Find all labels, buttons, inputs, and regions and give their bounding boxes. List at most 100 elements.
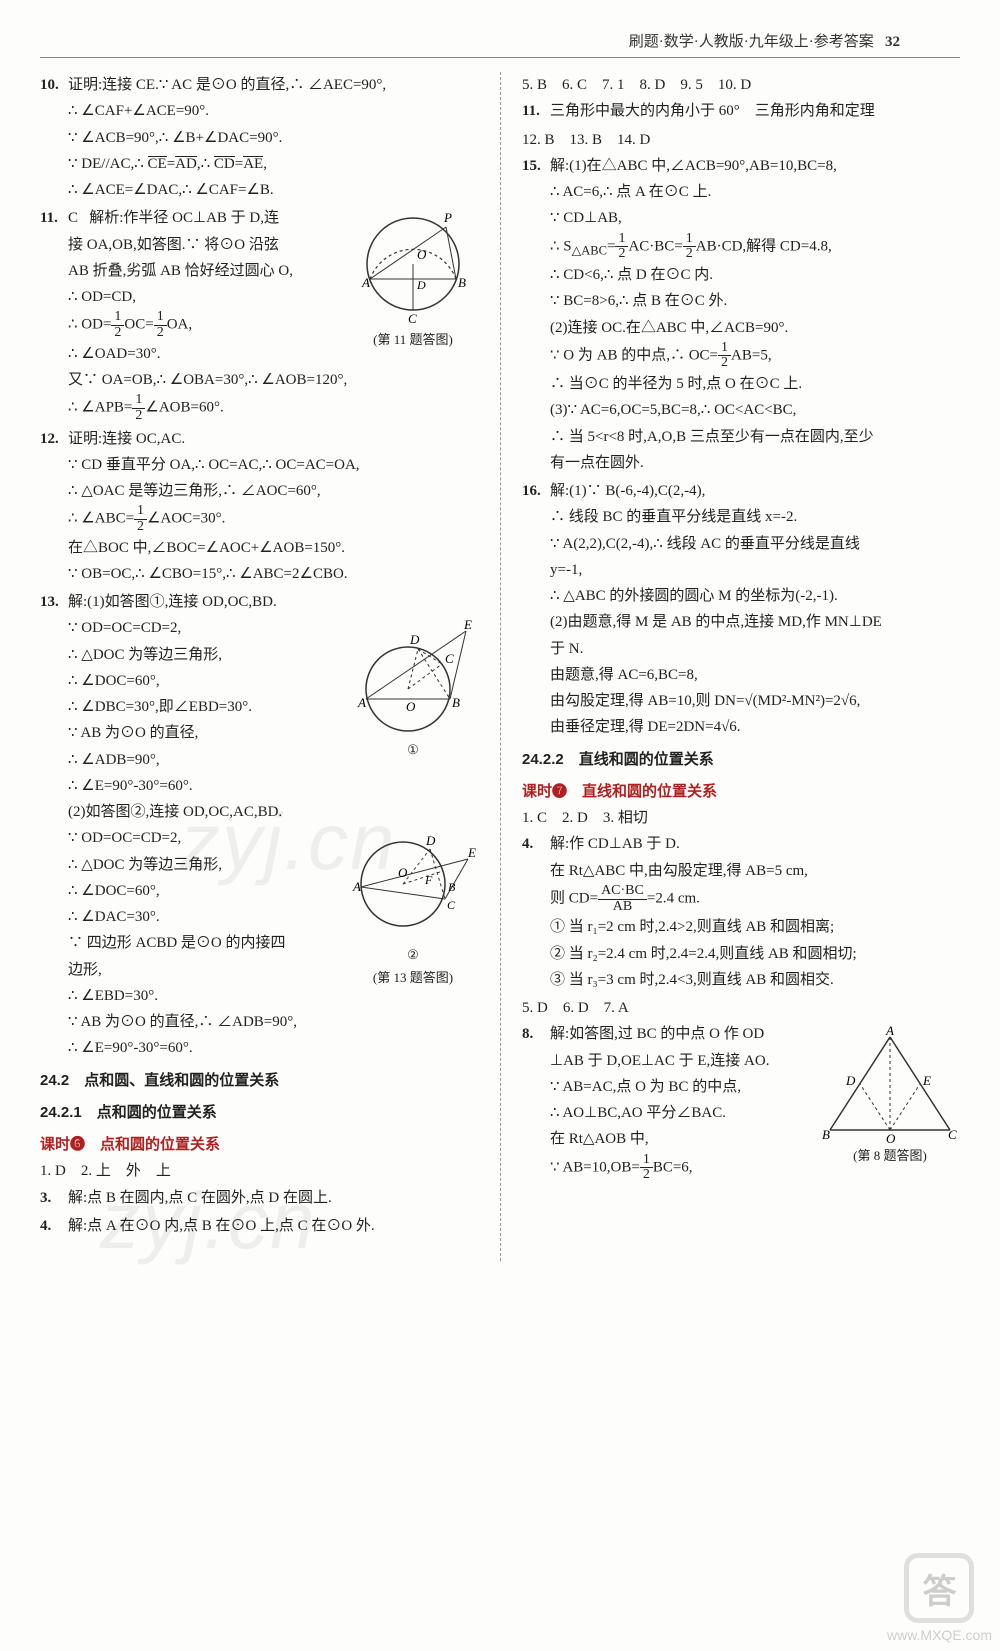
q12-l5: 在△BOC 中,∠BOC=∠AOC+∠AOB=150°. [68,535,478,561]
page: 刷题·数学·人教版·九年级上·参考答案 32 10. 证明:连接 CE.∵ AC… [0,0,1000,1651]
svg-text:A: A [357,695,366,710]
q13-svg1: E D C A O B [348,619,478,739]
badge-icon: 答 [904,1553,974,1623]
q15-l9: ∴ 当⊙C 的半径为 5 时,点 O 在⊙C 上. [550,371,960,397]
q15-l8: ∵ O 为 AB 的中点,∴ OC=12AB=5, [550,341,960,371]
q13-figcap: (第 13 题答图) [348,967,478,990]
q13-svg2: D E F A O B C [348,829,478,944]
q15-l4: ∴ S△ABC=12AC·BC=12AB·CD,解得 CD=4.8, [550,232,960,263]
q16-num: 16. [522,478,541,504]
q11-l8: ∴ ∠APB=12∠AOB=60°. [68,393,478,423]
q13-l18: ∴ ∠E=90°-30°=60°. [68,1035,478,1061]
svg-text:B: B [822,1127,830,1142]
q4-l5: ② 当 r₂=2.4 cm 时,2.4=2.4,则直线 AB 和圆相切; [550,941,960,967]
svg-text:D: D [409,632,420,647]
q4: 4. 解:作 CD⊥AB 于 D. 在 Rt△ABC 中,由勾股定理,得 AB=… [522,831,960,993]
q8-num: 8. [522,1021,533,1047]
q16-l1: 解:(1)∵ B(-6,-4),C(2,-4), [550,478,960,504]
section-24-2-1: 24.2.1 点和圆的位置关系 [40,1100,478,1126]
q10-l4: ∵ DE//AC,∴ CE=AD,∴ CD=AE, [68,151,478,177]
svg-text:B: B [458,275,466,290]
q15: 15. 解:(1)在△ABC 中,∠ACB=90°,AB=10,BC=8, ∴ … [522,153,960,476]
q13: 13. 解:(1)如答图①,连接 OD,OC,BD. E D [40,589,478,1062]
svg-text:D: D [845,1073,856,1088]
left-b4: 4. 解:点 A 在⊙O 内,点 B 在⊙O 上,点 C 在⊙O 外. [40,1213,478,1239]
q16: 16. 解:(1)∵ B(-6,-4),C(2,-4), ∴ 线段 BC 的垂直… [522,478,960,741]
q15-l5: ∴ CD<6,∴ 点 D 在⊙C 内. [550,262,960,288]
svg-text:D: D [425,833,436,848]
lesson-7: 课时❼ 直线和圆的位置关系 [522,779,960,805]
site-badge: 答 www.MXQE.com [887,1553,992,1643]
q12-l1: 证明:连接 OC,AC. [68,426,478,452]
column-divider [500,72,501,1261]
q10-l2: ∴ ∠CAF+∠ACE=90°. [68,98,478,124]
badge-site: www.MXQE.com [887,1627,992,1643]
q12-l6: ∵ OB=OC,∴ ∠CBO=15°,∴ ∠ABC=2∠CBO. [68,561,478,587]
svg-text:D: D [416,278,426,292]
page-header: 刷题·数学·人教版·九年级上·参考答案 32 [40,20,960,58]
q15-num: 15. [522,153,541,179]
q12-l4: ∴ ∠ABC=12∠AOC=30°. [68,504,478,534]
svg-text:E: E [467,845,476,860]
svg-text:B: B [448,880,456,894]
svg-text:P: P [443,210,452,225]
svg-text:O: O [398,865,408,880]
right-r1: 5. B 6. C 7. 1 8. D 9. 5 10. D [522,72,960,98]
svg-text:A: A [361,275,370,290]
svg-text:O: O [417,247,427,262]
q12-l2: ∵ CD 垂直平分 OA,∴ OC=AC,∴ OC=AC=OA, [68,452,478,478]
q15-l7: (2)连接 OC.在△ABC 中,∠ACB=90°. [550,315,960,341]
q16-l6: (2)由题意,得 M 是 AB 的中点,连接 MD,作 MN⊥DE [550,609,960,635]
svg-text:A: A [885,1025,894,1038]
right-q11: 11. 三角形中最大的内角小于 60° 三角形内角和定理 [522,98,960,124]
section-24-2-2: 24.2.2 直线和圆的位置关系 [522,747,960,773]
q10-l3: ∵ ∠ACB=90°,∴ ∠B+∠DAC=90°. [68,125,478,151]
q16-l4: y=-1, [550,557,960,583]
q11-svg: P O A B D C [348,209,478,329]
svg-text:C: C [948,1127,957,1142]
q11-figcap: (第 11 题答图) [348,329,478,352]
q13-l8: ∴ ∠E=90°-30°=60°. [68,773,478,799]
svg-text:C: C [408,311,417,326]
header-text: 刷题·数学·人教版·九年级上·参考答案 [629,34,874,50]
q16-l2: ∴ 线段 BC 的垂直平分线是直线 x=-2. [550,504,960,530]
q11: 11. P O A B D C [40,205,478,423]
q8: 8. A D E B O C [522,1021,960,1183]
q11-num: 11. [40,205,58,231]
q10-num: 10. [40,72,59,98]
right-r5: 5. D 6. D 7. A [522,995,960,1021]
q4-l4: ① 当 r₁=2 cm 时,2.4>2,则直线 AB 和圆相离; [550,914,960,940]
q13-figure2: D E F A O B C ② (第 13 题答图) [348,829,478,990]
q12-l3: ∴ △OAC 是等边三角形,∴ ∠AOC=60°, [68,478,478,504]
q13-l1: 解:(1)如答图①,连接 OD,OC,BD. [68,589,478,615]
q13-l17: ∵ AB 为⊙O 的直径,∴ ∠ADB=90°, [68,1009,478,1035]
svg-text:O: O [406,699,416,714]
q4-l1: 解:作 CD⊥AB 于 D. [550,831,960,857]
q10: 10. 证明:连接 CE.∵ AC 是⊙O 的直径,∴ ∠AEC=90°, ∴ … [40,72,478,203]
lesson-6: 课时❻ 点和圆的位置关系 [40,1132,478,1158]
q11-figure: P O A B D C (第 11 题答图) [348,209,478,352]
q12: 12. 证明:连接 OC,AC. ∵ CD 垂直平分 OA,∴ OC=AC,∴ … [40,426,478,588]
q4-l6: ③ 当 r₃=3 cm 时,2.4<3,则直线 AB 和圆相交. [550,967,960,993]
q15-l6: ∵ BC=8>6,∴ 点 B 在⊙C 外. [550,288,960,314]
right-column: 5. B 6. C 7. 1 8. D 9. 5 10. D 11. 三角形中最… [500,72,960,1241]
q11-ans: C [68,210,78,226]
q8-figure: A D E B O C (第 8 题答图) [820,1025,960,1168]
q16-l9: 由勾股定理,得 AB=10,则 DN=√(MD²-MN²)=2√6, [550,688,960,714]
q15-l10: (3)∵ AC=6,OC=5,BC=8,∴ OC<AC<BC, [550,397,960,423]
q15-l12: 有一点在圆外. [550,450,960,476]
q13-fig1-label: ① [348,739,478,762]
q10-l5: ∴ ∠ACE=∠DAC,∴ ∠CAF=∠B. [68,177,478,203]
columns: 10. 证明:连接 CE.∵ AC 是⊙O 的直径,∴ ∠AEC=90°, ∴ … [0,72,1000,1261]
q13-fig2-label: ② [348,944,478,967]
right-r3: 12. B 13. B 14. D [522,127,960,153]
q16-l8: 由题意,得 AC=6,BC=8, [550,662,960,688]
left-b1: 1. D 2. 上 外 上 [40,1158,478,1184]
q11-l1: 解析:作半径 OC⊥AB 于 D,连 [89,210,279,226]
q16-l5: ∴ △ABC 的外接圆的圆心 M 的坐标为(-2,-1). [550,583,960,609]
section-24-2: 24.2 点和圆、直线和圆的位置关系 [40,1068,478,1094]
svg-text:A: A [352,879,361,894]
q4-l2: 在 Rt△ABC 中,由勾股定理,得 AB=5 cm, [550,858,960,884]
svg-text:F: F [424,873,433,887]
q8-figcap: (第 8 题答图) [820,1145,960,1168]
